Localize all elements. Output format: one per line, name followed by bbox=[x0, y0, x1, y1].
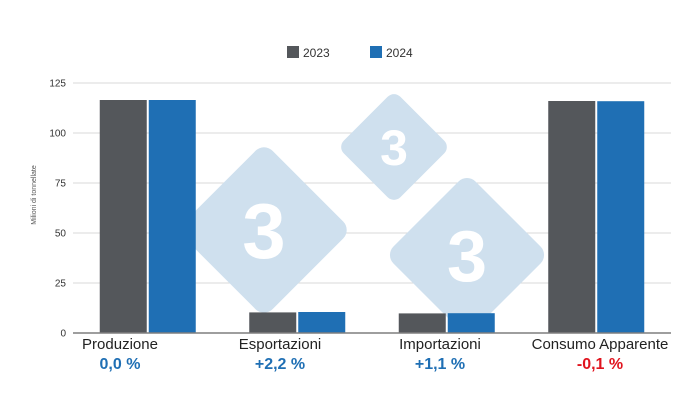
bar-2024 bbox=[447, 313, 495, 333]
watermark-shape bbox=[181, 147, 347, 313]
bars bbox=[99, 100, 645, 333]
x-tick-label: Importazioni bbox=[399, 336, 481, 353]
y-tick-label: 0 bbox=[60, 329, 66, 340]
legend-label: 2024 bbox=[386, 46, 413, 60]
legend-swatch bbox=[287, 46, 299, 58]
watermark-shape bbox=[389, 177, 545, 333]
change-label: 0,0 % bbox=[100, 356, 141, 373]
watermark-digit: 3 bbox=[447, 217, 487, 297]
change-label: +1,1 % bbox=[415, 356, 465, 373]
x-tick-label: Produzione bbox=[82, 336, 158, 353]
watermark-shape bbox=[341, 94, 447, 200]
x-tick-label: Consumo Apparente bbox=[532, 336, 669, 353]
legend: 2023 2024 bbox=[287, 46, 413, 60]
bar-2023 bbox=[398, 313, 446, 333]
y-axis-label: Milioni di tonnellate bbox=[31, 165, 38, 225]
bar-2024 bbox=[597, 101, 645, 333]
watermark-digit: 3 bbox=[380, 120, 408, 176]
bar-2024 bbox=[298, 312, 346, 333]
y-tick-label: 25 bbox=[55, 279, 67, 290]
y-tick-label: 50 bbox=[55, 229, 67, 240]
watermark-diamond: 3 bbox=[181, 147, 347, 313]
watermark-logo: 333 bbox=[181, 94, 545, 333]
bar-2023 bbox=[548, 101, 596, 333]
y-axis: 0 25 50 75 100 125 bbox=[49, 79, 66, 340]
y-tick-label: 100 bbox=[49, 129, 66, 140]
bar-2024 bbox=[148, 100, 196, 333]
watermark-diamond: 3 bbox=[389, 177, 545, 333]
bar-2023 bbox=[99, 100, 147, 333]
watermark-diamond: 3 bbox=[341, 94, 447, 200]
legend-label: 2023 bbox=[303, 46, 330, 60]
y-tick-label: 125 bbox=[49, 79, 66, 90]
category-labels: Produzione 0,0 % Esportazioni +2,2 % Importa… bbox=[82, 336, 668, 373]
legend-swatch bbox=[370, 46, 382, 58]
change-label: -0,1 % bbox=[577, 356, 623, 373]
x-tick-label: Esportazioni bbox=[239, 336, 322, 353]
change-label: +2,2 % bbox=[255, 356, 305, 373]
bar-2023 bbox=[249, 312, 297, 333]
watermark-digit: 3 bbox=[242, 187, 285, 275]
y-tick-label: 75 bbox=[55, 179, 67, 190]
